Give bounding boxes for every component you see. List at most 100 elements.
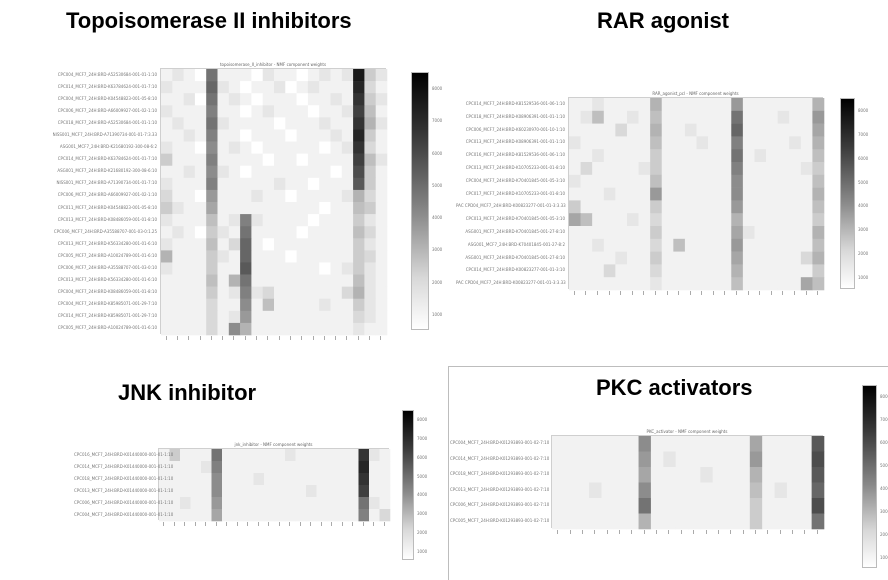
heatmap-cell	[708, 226, 720, 240]
heatmap-cell	[673, 238, 686, 252]
heatmap-cell	[341, 81, 354, 94]
heatmap-cell	[183, 262, 196, 275]
heatmap-cell	[169, 497, 181, 510]
heatmap-cell	[725, 498, 738, 514]
heatmap-cell	[307, 81, 320, 94]
heatmap-cell	[285, 189, 297, 203]
heatmap-cell	[194, 69, 207, 82]
heatmap-cell	[341, 298, 354, 312]
heatmap-cell	[369, 509, 380, 522]
heatmap-cell	[725, 467, 738, 483]
heatmap-cell	[811, 467, 825, 483]
heatmap-cell	[319, 214, 331, 227]
heatmap-cell	[183, 238, 196, 251]
heatmap-cell	[592, 149, 605, 163]
heatmap-cell	[194, 81, 207, 94]
topo-x-tick	[222, 336, 224, 340]
topo-x-tick	[357, 336, 359, 340]
heatmap-cell	[341, 322, 354, 336]
heatmap-cell	[650, 451, 664, 468]
heatmap-cell	[786, 467, 800, 483]
heatmap-cell	[172, 238, 184, 251]
heatmap-cell	[307, 322, 320, 336]
pkc-colorbar-tick: 8000	[880, 394, 888, 400]
heatmap-cell	[307, 141, 320, 154]
heatmap-cell	[337, 485, 349, 498]
heatmap-cell	[673, 226, 686, 240]
heatmap-cell	[306, 473, 317, 486]
heatmap-cell	[812, 226, 825, 240]
topo-row-label: CPC018_MCF7_24H:BRD-A52530684-001-01-1:1…	[57, 119, 157, 125]
heatmap-cell	[296, 238, 309, 251]
heatmap-cell	[217, 310, 230, 324]
heatmap-cell	[353, 177, 365, 191]
heatmap-cell	[296, 141, 309, 154]
heatmap-cell	[754, 226, 767, 240]
heatmap-cell	[811, 498, 825, 514]
heatmap-cell	[240, 117, 252, 130]
heatmap-cell	[719, 110, 732, 124]
heatmap-cell	[742, 136, 755, 150]
heatmap-cell	[206, 105, 218, 118]
heatmap-cell	[183, 69, 196, 82]
heatmap-cell	[285, 449, 296, 462]
heatmap-cell	[319, 153, 331, 167]
heatmap-cell	[613, 513, 627, 530]
heatmap-cell	[353, 93, 365, 106]
heatmap-cell	[194, 262, 207, 275]
heatmap-cell	[789, 149, 802, 163]
heatmap-cell	[762, 467, 775, 483]
heatmap-cell	[675, 451, 689, 468]
heatmap-cell	[183, 165, 196, 179]
heatmap-cell	[285, 250, 297, 263]
heatmap-cell	[742, 264, 755, 278]
heatmap-cell	[580, 251, 593, 265]
heatmap-cell	[719, 174, 732, 188]
heatmap-cell	[319, 105, 331, 118]
heatmap-cell	[240, 238, 252, 251]
heatmap-cell	[615, 110, 628, 124]
heatmap-cell	[786, 451, 800, 468]
heatmap-cell	[564, 513, 578, 530]
heatmap-cell	[812, 174, 825, 188]
heatmap-cell	[274, 81, 286, 94]
topo-x-tick	[244, 336, 246, 340]
heatmap-cell	[330, 177, 343, 191]
heatmap-cell	[337, 497, 349, 510]
heatmap-cell	[194, 177, 207, 191]
heatmap-cell	[369, 449, 380, 462]
heatmap-cell	[296, 322, 309, 336]
pkc-x-tick	[792, 530, 794, 534]
heatmap-cell	[708, 162, 720, 176]
heatmap-cell	[296, 286, 309, 300]
heatmap-cell	[217, 129, 230, 142]
heatmap-cell	[749, 467, 763, 483]
heatmap-cell	[211, 509, 223, 522]
topo-row-label: CPC011_MCF7_24H:BRD-K04548823-001-05-8:1…	[57, 204, 157, 210]
heatmap-cell	[316, 449, 328, 462]
heatmap-cell	[719, 162, 732, 176]
rar-colorbar-tick: 3000	[858, 227, 869, 233]
heatmap-cell	[675, 498, 689, 514]
heatmap-cell	[316, 485, 328, 498]
heatmap-cell	[353, 274, 365, 287]
rar-row-label: CPC013_MCF7_24H:BRD-K70401845-001-05-3:1…	[465, 216, 565, 222]
jnk-x-tick	[383, 522, 385, 526]
heatmap-cell	[285, 461, 296, 474]
heatmap-cell	[811, 482, 825, 499]
topo-panel-title: Topoisomerase II inhibitors	[66, 8, 352, 33]
heatmap-cell	[812, 149, 825, 163]
heatmap-cell	[206, 189, 218, 203]
heatmap-cell	[183, 189, 196, 203]
heatmap-cell	[626, 251, 639, 265]
heatmap-cell	[327, 497, 338, 510]
heatmap-cell	[552, 467, 565, 483]
heatmap-cell	[217, 202, 230, 215]
heatmap-cell	[172, 310, 184, 324]
heatmap-cell	[222, 497, 233, 510]
heatmap-cell	[708, 149, 720, 163]
heatmap-cell	[307, 298, 320, 312]
heatmap-cell	[211, 485, 223, 498]
heatmap-cell	[754, 251, 767, 265]
heatmap-cell	[161, 310, 173, 324]
